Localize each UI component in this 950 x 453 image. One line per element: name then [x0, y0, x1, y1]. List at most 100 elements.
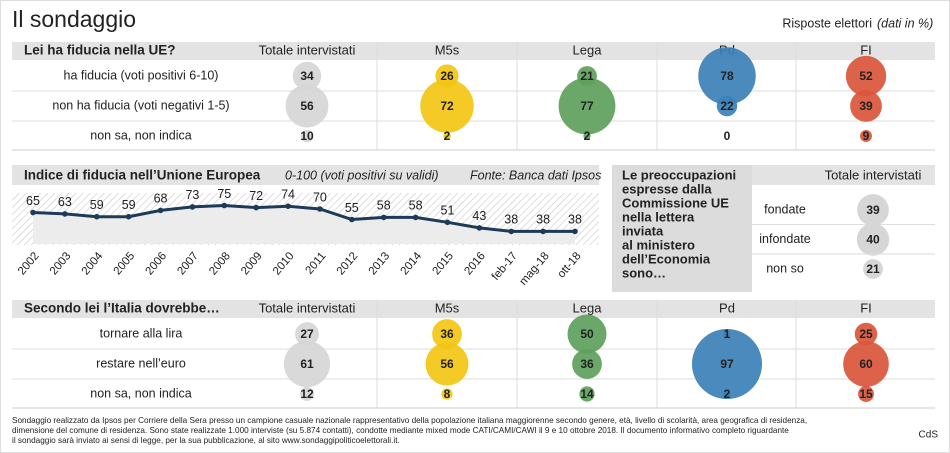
value-label: 51 [441, 204, 455, 218]
concern-question: dell’Economia [622, 251, 711, 266]
point [62, 211, 68, 217]
point [572, 228, 578, 235]
bubble [432, 319, 462, 349]
bubble [292, 61, 322, 91]
bubble [850, 90, 882, 122]
value-label: 68 [154, 192, 168, 206]
bubble [283, 340, 331, 388]
value-label: 10 [300, 129, 314, 143]
value-label: 56 [300, 99, 314, 113]
row-label: non so [766, 261, 804, 275]
point [221, 202, 228, 209]
bubble [863, 259, 883, 279]
concern-question: Le preoccupazioni [622, 167, 736, 182]
note: Risposte elettori [782, 16, 872, 30]
row-label: fondate [764, 202, 806, 216]
bubble [860, 130, 872, 142]
table-header [12, 42, 935, 60]
bubble [716, 95, 738, 117]
value-label: 58 [377, 199, 391, 213]
value-label: 38 [504, 213, 518, 227]
chart-header [12, 165, 599, 185]
concern-question-box [612, 165, 752, 292]
value-label: 21 [866, 262, 880, 276]
table-header [12, 300, 935, 318]
bubble [843, 341, 889, 387]
bubble [698, 47, 756, 105]
column-header: Totale intervistati [259, 42, 356, 57]
value-label: 60 [859, 357, 873, 371]
line [32, 203, 575, 233]
value-label: 61 [300, 357, 314, 371]
row-label: infondate [759, 232, 810, 246]
footer-line: dimensione del comune di residenza. Sono… [12, 426, 789, 435]
bubble [425, 342, 469, 386]
point [93, 213, 100, 220]
point [540, 228, 546, 235]
point [30, 209, 36, 216]
point [508, 228, 515, 235]
point [317, 206, 323, 212]
value-label: 74 [281, 187, 295, 201]
row-label: non sa, non indica [90, 386, 192, 400]
table-question: Secondo lei l’Italia dovrebbe… [24, 301, 220, 316]
value-label: 40 [866, 233, 880, 247]
column-header: M5s [435, 300, 460, 315]
table-question: Lei ha fiducia nella UE? [24, 43, 176, 58]
point [125, 213, 132, 220]
bubble [300, 387, 314, 401]
bubble [723, 390, 731, 398]
footer-line: Sondaggio realizzato da Ipsos per Corrie… [12, 416, 807, 425]
bubble [441, 388, 453, 400]
point [444, 219, 451, 226]
value-label: 97 [720, 357, 734, 371]
value-label: 36 [580, 357, 594, 371]
concern-question: espresse dalla [622, 181, 712, 196]
bubble [691, 328, 763, 400]
bubble [579, 386, 595, 402]
value-label: 39 [859, 99, 873, 113]
point [253, 204, 259, 211]
value-label: 39 [866, 203, 880, 217]
point [285, 203, 291, 209]
concern-question: Commissione UE [622, 195, 729, 210]
bubble [857, 194, 889, 226]
column-header: M5s [435, 42, 460, 57]
column-header: FI [860, 42, 872, 57]
value-label: 77 [580, 99, 594, 113]
value-label: 72 [440, 99, 454, 113]
value-label: 14 [580, 387, 594, 401]
value-label: 38 [536, 213, 550, 227]
bubble [443, 132, 451, 140]
bubble [567, 314, 607, 354]
bubble [300, 129, 314, 143]
value-label: 22 [720, 99, 734, 113]
value-label: 59 [122, 198, 136, 212]
value-label: 1 [724, 327, 731, 341]
column-header: Lega [573, 42, 603, 57]
value-label: 38 [568, 213, 582, 227]
point [157, 207, 164, 214]
value-label: 72 [249, 189, 263, 203]
value-label: 8 [444, 387, 451, 401]
value-label: 50 [580, 327, 594, 341]
value-label: 70 [313, 190, 327, 204]
row-label: non sa, non indica [90, 128, 192, 142]
value-label: 36 [440, 327, 454, 341]
column-header: Pd [719, 300, 735, 315]
point [380, 214, 387, 221]
value-label: 78 [720, 69, 734, 83]
bubble [583, 132, 591, 140]
value-label: 21 [580, 69, 594, 83]
value-label: 55 [345, 201, 359, 215]
area [33, 205, 575, 244]
value-label: 27 [300, 327, 314, 341]
chart-source: Fonte: Banca dati Ipsos [470, 168, 601, 182]
note-unit: (dati in %) [877, 16, 933, 30]
bubble [858, 386, 874, 402]
bubble [845, 55, 887, 97]
footer-line: il sondaggio sarà inviato ai sensi di le… [12, 436, 400, 445]
column-header: Lega [573, 300, 603, 315]
